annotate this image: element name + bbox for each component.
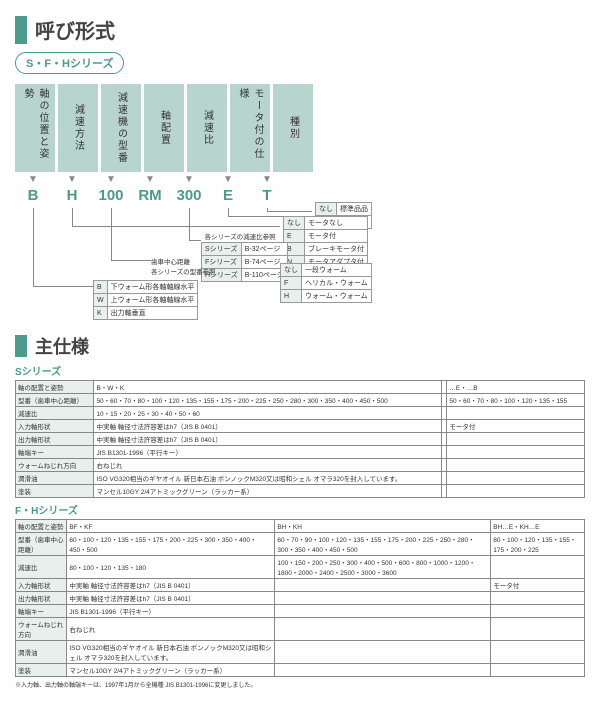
spec-table-fh: 軸の配置と姿勢BF・KFBH・KHBH…E・KH…E型番（歯車中心距離）60・1…	[15, 519, 585, 677]
spec-table-s: 軸の配置と姿勢B・W・K…E・…B型番（歯車中心距離）50・60・70・80・1…	[15, 380, 585, 498]
breakdown-diagram: なし標準品品 T特殊品 なしモータなし Eモータ付 Bブレーキモータ付 Nモータ…	[15, 208, 585, 323]
hdr-5: モータ付の仕様	[230, 84, 270, 172]
sub-fh: F・Hシリーズ	[15, 502, 585, 517]
code-5: E	[210, 187, 246, 204]
code-0: B	[15, 187, 51, 204]
title-spec: 主仕様	[15, 333, 585, 359]
model-note: 歯車中心距離 各シリーズの型番参照	[151, 256, 216, 276]
code-row: B H 100 RM 300 E T	[15, 187, 585, 204]
footnote: ※入力軸、出力軸の軸端キーは、1997年1月から全機種 JIS B1301-19…	[15, 680, 585, 689]
table-reduction-method: なし一段ウォーム Fヘリカル・ウォーム Hウォーム・ウォーム	[280, 263, 372, 303]
hdr-6: 種別	[273, 84, 313, 172]
code-4: 300	[171, 187, 207, 204]
hdr-3: 軸配置	[144, 84, 184, 172]
hdr-0: 軸の位置と姿勢	[15, 84, 55, 172]
code-6: T	[249, 187, 285, 204]
code-1: H	[54, 187, 90, 204]
table-motor: なしモータなし Eモータ付 Bブレーキモータ付 Nモータアダプタ付	[283, 216, 368, 269]
arrow: ▼	[15, 174, 51, 185]
hdr-2: 減速機の型番	[101, 84, 141, 172]
title-naming: 呼び形式	[15, 15, 585, 44]
table-axis: B下ウォーム形各軸軸線水平 W上ウォーム形各軸軸線水平 K出力軸垂直	[93, 280, 198, 320]
series-pill: S・F・Hシリーズ	[15, 52, 124, 74]
hdr-4: 減速比	[187, 84, 227, 172]
code-3: RM	[132, 187, 168, 204]
sub-s: Sシリーズ	[15, 363, 585, 378]
hdr-1: 減速方法	[58, 84, 98, 172]
title-text: 呼び形式	[35, 15, 115, 44]
title-bar	[15, 16, 27, 44]
code-2: 100	[93, 187, 129, 204]
header-row: 軸の位置と姿勢 減速方法 減速機の型番 軸配置 減速比 モータ付の仕様 種別	[15, 84, 585, 172]
arrow-row: ▼▼▼▼▼▼▼	[15, 174, 585, 185]
